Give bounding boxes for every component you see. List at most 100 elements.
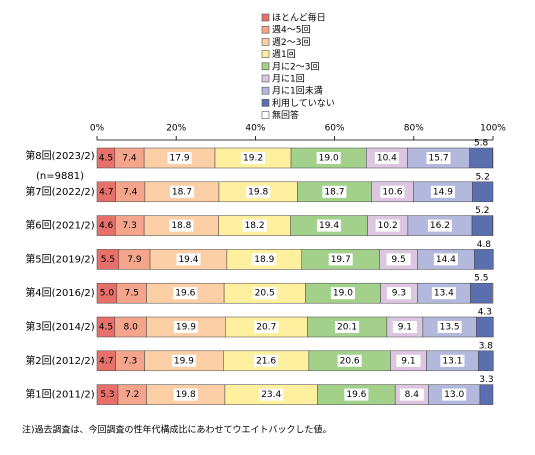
data-label: 13.1 bbox=[442, 356, 462, 366]
label-box bbox=[176, 253, 201, 266]
data-label: 4.7 bbox=[99, 187, 113, 197]
label-box bbox=[386, 253, 411, 266]
data-label: 19.4 bbox=[319, 221, 339, 231]
data-label: 21.6 bbox=[256, 356, 276, 366]
legend-label: 月に1回未満 bbox=[272, 85, 323, 97]
data-label: 7.9 bbox=[127, 255, 142, 265]
label-box bbox=[437, 321, 462, 333]
data-label: 4.5 bbox=[99, 154, 113, 164]
data-label: 9.1 bbox=[398, 323, 412, 333]
data-label: 5.2 bbox=[476, 172, 490, 182]
label-box bbox=[169, 185, 194, 198]
y-tick-label: 第3回(2014/2) bbox=[25, 320, 94, 333]
label-box bbox=[328, 253, 353, 266]
data-label: 19.4 bbox=[178, 255, 198, 265]
legend-label: 週1回 bbox=[272, 49, 296, 60]
data-label: 18.7 bbox=[172, 187, 192, 197]
data-label: 9.1 bbox=[401, 356, 415, 366]
data-label: 4.6 bbox=[99, 221, 114, 231]
data-label: 5.5 bbox=[101, 255, 115, 265]
data-label: 7.4 bbox=[123, 187, 138, 197]
y-tick-label: 第5回(2019/2) bbox=[25, 252, 94, 265]
label-box bbox=[322, 185, 347, 198]
data-label: 19.8 bbox=[176, 390, 196, 400]
label-box bbox=[335, 321, 360, 333]
label-box bbox=[252, 287, 277, 300]
data-label: 4.8 bbox=[477, 240, 492, 250]
bar-segment bbox=[472, 181, 494, 203]
label-box bbox=[433, 253, 458, 266]
label-box bbox=[337, 354, 362, 367]
data-label: 16.2 bbox=[430, 221, 450, 231]
data-label: 17.9 bbox=[170, 154, 190, 164]
data-label: 15.7 bbox=[429, 154, 449, 164]
bar-segment bbox=[476, 316, 494, 338]
data-label: 19.6 bbox=[175, 289, 195, 299]
label-box bbox=[317, 219, 342, 232]
bar-segment bbox=[474, 249, 494, 270]
data-label: 18.2 bbox=[245, 221, 265, 231]
label-box bbox=[330, 287, 355, 300]
legend-swatch bbox=[261, 111, 270, 119]
legend-swatch bbox=[261, 38, 270, 46]
legend-label: 月に2～3回 bbox=[272, 61, 319, 72]
data-label: 8.4 bbox=[405, 390, 420, 400]
data-label: 5.8 bbox=[474, 139, 489, 149]
label-box bbox=[431, 287, 456, 300]
bar-segment bbox=[471, 215, 493, 236]
legend-label: 週4～5回 bbox=[272, 25, 310, 36]
data-label: 20.6 bbox=[340, 356, 360, 366]
data-label: 8.0 bbox=[123, 323, 138, 333]
data-label: 10.2 bbox=[378, 221, 398, 231]
x-tick-label: 40% bbox=[245, 124, 265, 134]
data-label: 19.9 bbox=[174, 356, 194, 366]
x-tick-label: 0% bbox=[90, 124, 105, 134]
legend-swatch bbox=[261, 13, 270, 22]
data-label: 19.6 bbox=[346, 390, 366, 400]
legend-label: ほとんど毎日 bbox=[272, 12, 326, 24]
data-label: 20.5 bbox=[255, 289, 275, 299]
data-label: 4.7 bbox=[99, 356, 113, 366]
legend-swatch bbox=[261, 99, 270, 107]
data-label: 19.8 bbox=[248, 187, 268, 197]
data-label: 18.8 bbox=[171, 221, 191, 231]
x-tick-label: 100% bbox=[480, 124, 506, 134]
data-label: 7.4 bbox=[122, 154, 137, 164]
legend-swatch bbox=[261, 74, 270, 83]
data-label: 23.4 bbox=[261, 390, 281, 400]
data-label: 18.7 bbox=[324, 187, 344, 197]
data-label: 14.9 bbox=[433, 187, 453, 197]
label-box bbox=[426, 152, 451, 164]
label-box bbox=[241, 152, 266, 164]
bar-segment bbox=[469, 147, 493, 169]
data-label: 3.8 bbox=[479, 341, 494, 351]
data-label: 5.0 bbox=[100, 289, 115, 299]
data-label: 7.5 bbox=[124, 289, 138, 299]
x-tick-label: 60% bbox=[325, 124, 345, 134]
data-label: 19.9 bbox=[176, 323, 196, 333]
data-label: 4.5 bbox=[99, 323, 113, 333]
label-box bbox=[254, 321, 279, 333]
label-box bbox=[246, 185, 271, 198]
label-box bbox=[344, 388, 369, 401]
y-tick-label: 第8回(2023/2) bbox=[25, 149, 94, 162]
label-box bbox=[374, 152, 399, 164]
data-label: 5.2 bbox=[475, 206, 489, 216]
data-label: 5.5 bbox=[474, 274, 488, 284]
data-label: 7.3 bbox=[123, 221, 137, 231]
label-box bbox=[399, 388, 424, 401]
legend-label: 無回答 bbox=[272, 109, 299, 121]
bar-segment bbox=[479, 384, 494, 405]
legend-swatch bbox=[261, 86, 270, 95]
data-label: 20.1 bbox=[337, 323, 357, 333]
data-label: 9.3 bbox=[392, 289, 406, 299]
bar-segment bbox=[478, 350, 494, 372]
data-label: 7.2 bbox=[125, 390, 139, 400]
label-box bbox=[254, 354, 279, 367]
y-tick-label: 第7回(2022/2) bbox=[25, 185, 94, 198]
data-label: 10.6 bbox=[382, 187, 402, 197]
data-label: 7.3 bbox=[123, 356, 137, 366]
data-label: 13.4 bbox=[434, 289, 454, 299]
data-label: 13.5 bbox=[440, 323, 460, 333]
label-box bbox=[252, 253, 277, 266]
